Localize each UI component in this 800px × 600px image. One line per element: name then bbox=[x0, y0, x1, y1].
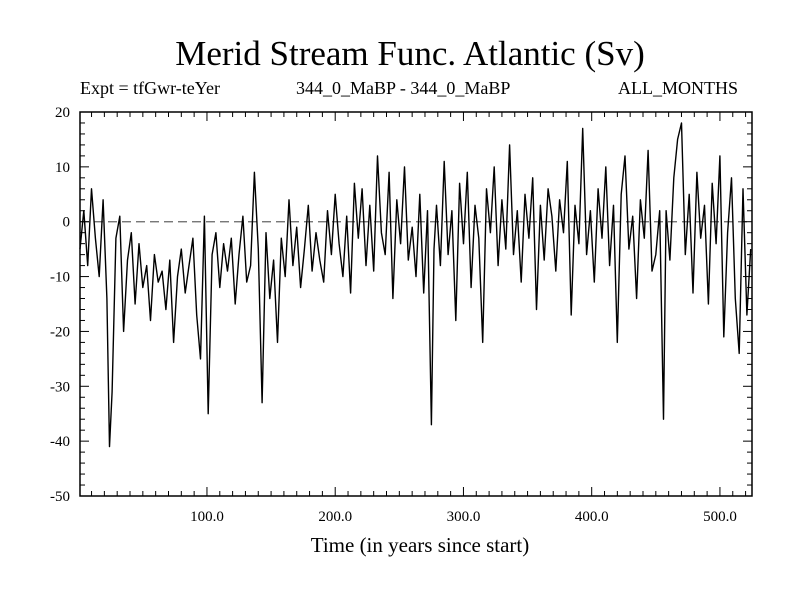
months-label: ALL_MONTHS bbox=[618, 78, 738, 98]
x-tick-label: 200.0 bbox=[318, 509, 352, 525]
y-tick-label: 0 bbox=[63, 215, 71, 231]
plot-frame bbox=[79, 111, 753, 497]
y-tick-label: -50 bbox=[50, 489, 70, 505]
data-series-line bbox=[79, 122, 752, 448]
x-tick-label: 300.0 bbox=[447, 509, 481, 525]
x-tick-label: 500.0 bbox=[703, 509, 737, 525]
chart-title: Merid Stream Func. Atlantic (Sv) bbox=[175, 34, 645, 73]
x-tick-label: 100.0 bbox=[190, 509, 224, 525]
period-label: 344_0_MaBP - 344_0_MaBP bbox=[296, 78, 511, 98]
y-tick-label: 20 bbox=[55, 105, 70, 121]
y-tick-label: -40 bbox=[50, 434, 70, 450]
x-tick-label: 400.0 bbox=[575, 509, 609, 525]
x-axis-title: Time (in years since start) bbox=[311, 533, 530, 557]
experiment-label: Expt = tfGwr-teYer bbox=[80, 78, 220, 98]
y-tick-label: -30 bbox=[50, 379, 70, 395]
y-tick-label: 10 bbox=[55, 160, 70, 176]
y-tick-label: -20 bbox=[50, 324, 70, 340]
y-tick-label: -10 bbox=[50, 270, 70, 286]
